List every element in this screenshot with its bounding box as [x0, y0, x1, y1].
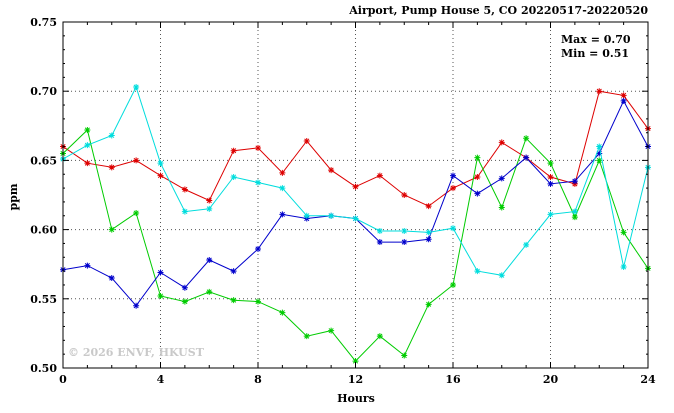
- max-annotation: Max = 0.70: [561, 33, 631, 46]
- x-tick-label: 0: [59, 373, 67, 386]
- chart-title: Airport, Pump House 5, CO 20220517-20220…: [348, 4, 648, 17]
- y-axis-label: ppm: [7, 183, 20, 210]
- x-tick-label: 24: [640, 373, 656, 386]
- y-tick-label: 0.55: [30, 293, 57, 306]
- y-tick-label: 0.50: [30, 362, 57, 375]
- min-annotation: Min = 0.51: [561, 47, 629, 60]
- x-tick-label: 8: [254, 373, 262, 386]
- series-cyan-markers: [60, 84, 651, 279]
- y-tick-label: 0.70: [30, 85, 57, 98]
- x-axis-label: Hours: [337, 392, 375, 405]
- y-tick-label: 0.60: [30, 224, 57, 237]
- gridlines: [63, 22, 648, 368]
- x-tick-label: 4: [157, 373, 165, 386]
- x-tick-label: 12: [348, 373, 363, 386]
- y-tick-label: 0.75: [30, 16, 57, 29]
- x-tick-label: 20: [543, 373, 559, 386]
- tick-labels: 0 4 8 12 16 20 24 0.50 0.55 0.60 0.65 0.70 0.75: [30, 16, 656, 386]
- y-tick-label: 0.65: [30, 154, 57, 167]
- plot-border: [62, 21, 649, 369]
- x-tick-label: 16: [445, 373, 461, 386]
- watermark: © 2026 ENVF, HKUST: [68, 346, 205, 359]
- series-blue-markers: [60, 97, 651, 309]
- series-cyan-line: [62, 85, 649, 276]
